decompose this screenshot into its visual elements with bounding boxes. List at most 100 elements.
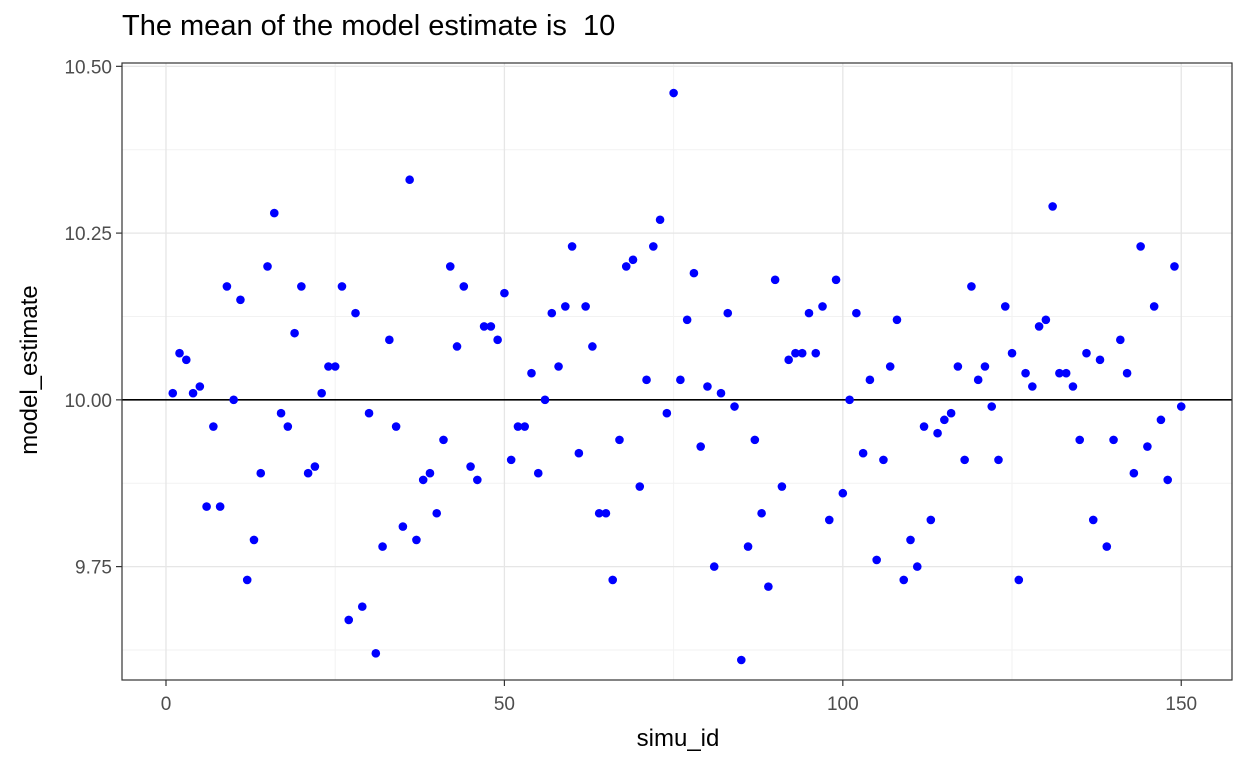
data-point <box>1136 242 1145 251</box>
data-point <box>1102 542 1112 551</box>
data-point <box>168 388 178 398</box>
data-point <box>1156 415 1166 425</box>
data-point <box>824 515 834 525</box>
data-point <box>398 522 408 531</box>
data-point <box>391 422 401 431</box>
data-point <box>946 408 956 418</box>
data-point <box>1129 468 1139 478</box>
data-point <box>594 508 604 518</box>
data-point <box>1122 368 1132 378</box>
x-tick-label: 100 <box>827 694 859 715</box>
data-point <box>926 515 936 525</box>
data-point <box>696 442 705 451</box>
data-point <box>493 335 502 345</box>
y-tick-label: 10.00 <box>64 391 112 412</box>
data-point <box>960 455 969 465</box>
data-point <box>919 422 929 431</box>
data-point <box>770 275 780 285</box>
data-point <box>709 562 719 571</box>
data-point <box>554 362 563 371</box>
data-point <box>973 375 983 385</box>
data-point <box>371 649 381 658</box>
data-point <box>527 368 536 378</box>
data-point <box>649 242 658 251</box>
data-point <box>669 88 678 98</box>
data-point <box>885 362 895 371</box>
data-point <box>1082 348 1091 358</box>
data-point <box>547 308 557 318</box>
data-point <box>750 435 760 445</box>
data-point <box>689 268 699 278</box>
data-point <box>1028 382 1037 391</box>
data-point <box>987 402 997 411</box>
data-point <box>703 382 712 391</box>
data-point <box>642 375 651 385</box>
data-point <box>439 435 448 445</box>
data-point <box>1068 382 1078 391</box>
data-point <box>682 315 692 325</box>
data-point <box>845 395 854 405</box>
data-point <box>432 508 442 518</box>
data-point <box>723 308 733 318</box>
data-point <box>1061 368 1071 378</box>
data-point <box>777 482 787 491</box>
data-point <box>486 322 496 331</box>
data-point <box>303 468 313 478</box>
data-point <box>1048 202 1057 211</box>
data-point <box>1149 302 1159 311</box>
data-point <box>378 542 387 551</box>
y-tick-label: 10.50 <box>64 57 112 78</box>
data-point <box>872 555 881 565</box>
data-point <box>567 242 577 251</box>
data-point <box>513 422 523 431</box>
data-point <box>337 282 347 291</box>
data-point <box>256 468 266 478</box>
data-points <box>168 88 1186 665</box>
data-point <box>425 468 435 478</box>
data-point <box>858 448 868 458</box>
data-point <box>351 308 360 318</box>
data-point <box>520 422 530 431</box>
data-point <box>324 362 333 371</box>
data-point <box>628 255 638 265</box>
data-point <box>357 602 367 611</box>
data-point <box>953 362 963 371</box>
data-point <box>1143 442 1152 451</box>
y-tick-label: 10.25 <box>64 224 112 245</box>
data-point <box>263 262 272 271</box>
data-point <box>500 288 509 298</box>
data-point <box>804 308 814 318</box>
data-point <box>452 342 462 351</box>
data-point <box>581 302 590 311</box>
data-point <box>879 455 888 465</box>
data-point <box>195 382 205 391</box>
data-point <box>1095 355 1105 365</box>
data-point <box>676 375 685 385</box>
data-point <box>1176 402 1186 411</box>
data-point <box>818 302 827 311</box>
data-point <box>980 362 990 371</box>
data-point <box>1109 435 1118 445</box>
y-tick-label: 9.75 <box>75 558 112 579</box>
data-point <box>635 482 645 491</box>
x-tick-label: 150 <box>1165 694 1197 715</box>
data-point <box>364 408 374 418</box>
data-point <box>1034 322 1044 331</box>
data-point <box>188 388 198 398</box>
data-point <box>1075 435 1085 445</box>
data-point <box>784 355 793 365</box>
data-point <box>933 428 942 438</box>
data-point <box>1021 368 1030 378</box>
data-point <box>912 562 922 571</box>
data-point <box>811 348 821 358</box>
data-point <box>405 175 414 185</box>
data-point <box>994 455 1003 465</box>
data-point <box>242 575 252 585</box>
data-point <box>743 542 753 551</box>
data-point <box>215 502 225 511</box>
data-point <box>621 262 631 271</box>
data-point <box>202 502 211 511</box>
data-point <box>967 282 976 291</box>
data-point <box>574 448 584 458</box>
data-point <box>466 462 475 471</box>
